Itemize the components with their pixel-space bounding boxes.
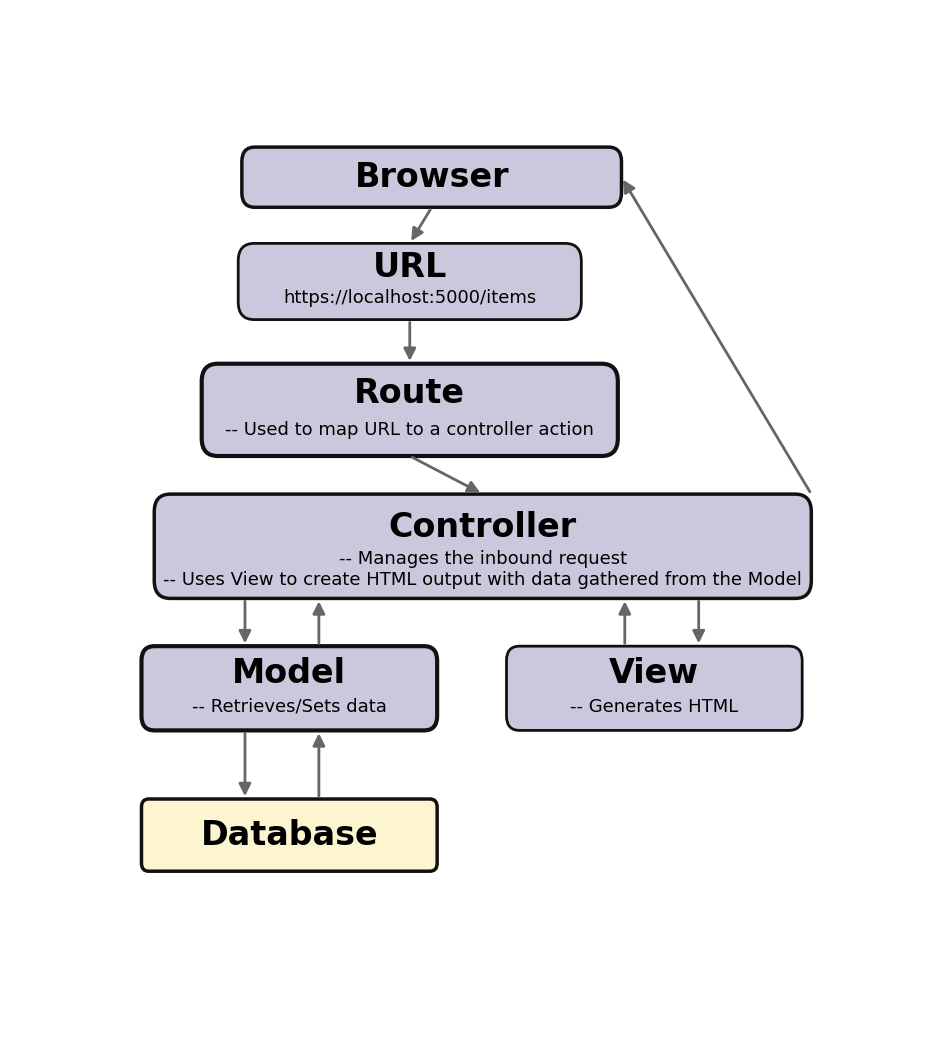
Text: Browser: Browser [354,160,509,194]
Text: Route: Route [354,377,465,410]
FancyBboxPatch shape [141,799,437,871]
Text: -- Retrieves/Sets data: -- Retrieves/Sets data [192,698,387,716]
Text: -- Generates HTML: -- Generates HTML [570,698,739,716]
FancyBboxPatch shape [202,364,618,456]
Text: Model: Model [233,656,347,690]
Text: -- Used to map URL to a controller action: -- Used to map URL to a controller actio… [225,421,594,439]
FancyBboxPatch shape [238,244,581,320]
FancyBboxPatch shape [154,494,811,598]
Text: URL: URL [373,251,447,284]
Text: Database: Database [201,819,378,851]
Text: -- Manages the inbound request
-- Uses View to create HTML output with data gath: -- Manages the inbound request -- Uses V… [163,550,803,589]
Text: https://localhost:5000/items: https://localhost:5000/items [284,290,536,307]
FancyBboxPatch shape [141,646,437,730]
Text: Controller: Controller [389,511,577,544]
FancyBboxPatch shape [242,147,622,207]
FancyBboxPatch shape [507,646,803,730]
Text: View: View [609,656,699,690]
